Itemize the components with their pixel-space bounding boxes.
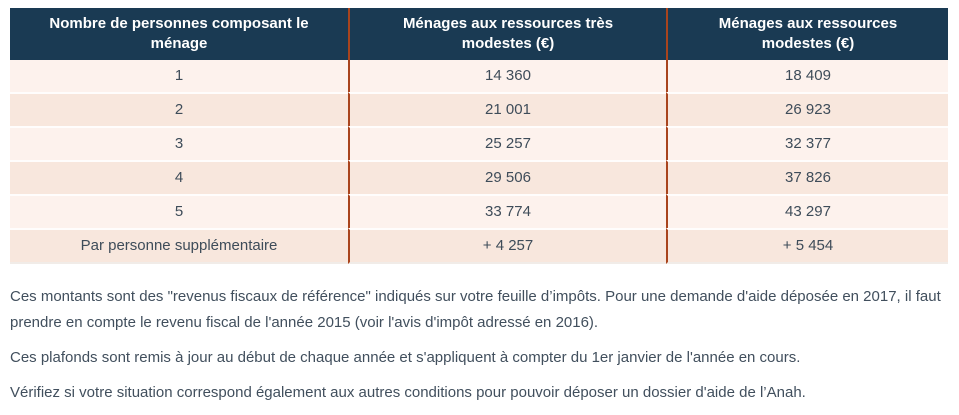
note-reference-income: Ces montants sont des "revenus fiscaux d… bbox=[10, 288, 941, 331]
note-annual-update: Ces plafonds sont remis à jour au début … bbox=[10, 349, 801, 366]
table-row: 4 29 506 37 826 bbox=[10, 160, 948, 194]
household-size-cell: 5 bbox=[10, 194, 348, 228]
modest-value-cell: 37 826 bbox=[666, 160, 948, 194]
notes-section: Ces montants sont des "revenus fiscaux d… bbox=[10, 284, 948, 406]
modest-value-cell: 43 297 bbox=[666, 194, 948, 228]
very-modest-value-cell: 14 360 bbox=[348, 60, 666, 92]
modest-value-cell: + 5 454 bbox=[666, 228, 948, 264]
column-header-modest: Ménages aux ressources modestes (€) bbox=[666, 8, 948, 60]
modest-value-cell: 26 923 bbox=[666, 92, 948, 126]
column-header-very-modest: Ménages aux ressources très modestes (€) bbox=[348, 8, 666, 60]
household-size-cell: 4 bbox=[10, 160, 348, 194]
table-row-additional-person: Par personne supplémentaire + 4 257 + 5 … bbox=[10, 228, 948, 264]
note-check-conditions: Vérifiez si votre situation correspond é… bbox=[10, 384, 806, 401]
household-size-cell: 2 bbox=[10, 92, 348, 126]
column-header-household-size: Nombre de personnes composant le ménage bbox=[10, 8, 348, 60]
very-modest-value-cell: 25 257 bbox=[348, 126, 666, 160]
household-size-cell: 3 bbox=[10, 126, 348, 160]
table-row: 5 33 774 43 297 bbox=[10, 194, 948, 228]
table-row: 2 21 001 26 923 bbox=[10, 92, 948, 126]
table-row: 1 14 360 18 409 bbox=[10, 60, 948, 92]
table-row: 3 25 257 32 377 bbox=[10, 126, 948, 160]
household-size-cell: Par personne supplémentaire bbox=[10, 228, 348, 264]
very-modest-value-cell: 21 001 bbox=[348, 92, 666, 126]
household-size-cell: 1 bbox=[10, 60, 348, 92]
modest-value-cell: 32 377 bbox=[666, 126, 948, 160]
income-ceilings-table: Nombre de personnes composant le ménage … bbox=[10, 8, 948, 264]
modest-value-cell: 18 409 bbox=[666, 60, 948, 92]
very-modest-value-cell: 33 774 bbox=[348, 194, 666, 228]
table-header-row: Nombre de personnes composant le ménage … bbox=[10, 8, 948, 60]
very-modest-value-cell: + 4 257 bbox=[348, 228, 666, 264]
very-modest-value-cell: 29 506 bbox=[348, 160, 666, 194]
